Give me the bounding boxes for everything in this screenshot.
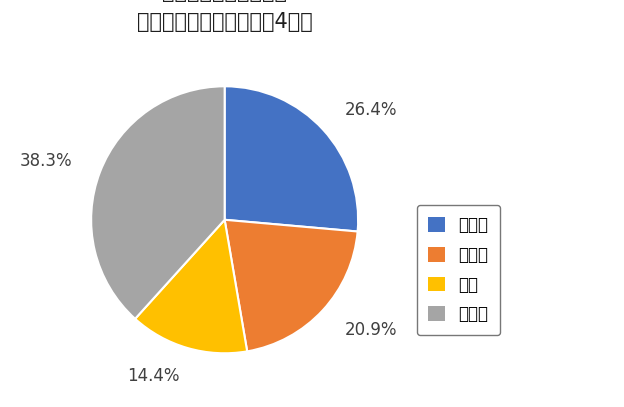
Title: 普通温州みかん収穫量
全国に占める割合（令和4年）: 普通温州みかん収穫量 全国に占める割合（令和4年） — [137, 0, 313, 32]
Wedge shape — [91, 86, 225, 319]
Legend: 静岡県, 和歌山, 愛媛, その他: 静岡県, 和歌山, 愛媛, その他 — [417, 205, 500, 335]
Text: 26.4%: 26.4% — [344, 101, 397, 119]
Wedge shape — [225, 86, 358, 232]
Text: 20.9%: 20.9% — [344, 321, 397, 339]
Text: 14.4%: 14.4% — [127, 367, 179, 385]
Wedge shape — [225, 220, 358, 351]
Text: 38.3%: 38.3% — [20, 152, 72, 170]
Wedge shape — [135, 220, 247, 353]
